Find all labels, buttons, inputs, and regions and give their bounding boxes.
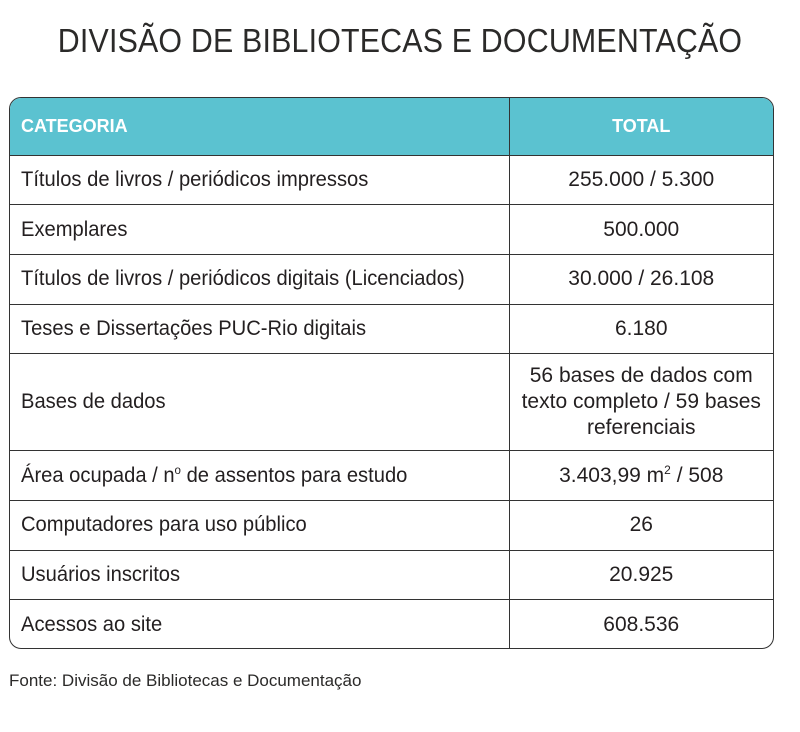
row-total: 255.000 / 5.300 <box>508 155 773 205</box>
page-title: DIVISÃO DE BIBLIOTECAS E DOCUMENTAÇÃO <box>57 22 743 59</box>
ordinal-superscript: o <box>174 462 181 477</box>
column-header-category: CATEGORIA <box>10 98 509 156</box>
table-row: Exemplares 500.000 <box>10 204 773 255</box>
row-category: Teses e Dissertações PUC-Rio digitais <box>10 303 509 354</box>
category-text-part: Área ocupada / n <box>21 463 175 487</box>
unit-superscript: 2 <box>664 462 671 477</box>
row-category: Bases de dados <box>10 353 509 451</box>
row-total: 3.403,99 m2 / 508 <box>508 450 773 501</box>
row-category: Títulos de livros / periódicos digitais … <box>10 253 509 305</box>
row-total: 6.180 <box>508 303 773 354</box>
category-text-part: de assentos para estudo <box>180 463 408 487</box>
row-category: Acessos ao site <box>10 599 509 648</box>
row-total: 608.536 <box>508 599 773 648</box>
source-note: Fonte: Divisão de Bibliotecas e Document… <box>9 671 362 690</box>
row-category-text: Exemplares <box>21 217 128 241</box>
row-category-text: Teses e Dissertações PUC-Rio digitais <box>21 316 367 340</box>
column-header-total: TOTAL <box>508 98 773 156</box>
row-category: Computadores para uso público <box>10 499 509 551</box>
table-row: Bases de dados 56 bases de dados com tex… <box>10 353 773 451</box>
row-total: 26 <box>508 499 773 551</box>
table-row: Área ocupada / no de assentos para estud… <box>10 450 773 501</box>
row-category-text: Bases de dados <box>21 390 166 414</box>
row-category-text: Títulos de livros / periódicos impressos <box>21 167 369 191</box>
table-row: Títulos de livros / periódicos digitais … <box>10 253 773 305</box>
row-category: Títulos de livros / periódicos impressos <box>10 155 509 205</box>
table-header-row: CATEGORIA TOTAL <box>10 98 773 156</box>
row-total: 500.000 <box>508 204 773 255</box>
table-row: Títulos de livros / periódicos impressos… <box>10 155 773 205</box>
row-category: Área ocupada / no de assentos para estud… <box>10 450 509 501</box>
row-category: Exemplares <box>10 204 509 255</box>
row-category-text: Usuários inscritos <box>21 562 181 586</box>
row-category-text: Área ocupada / no de assentos para estud… <box>21 464 407 488</box>
table-row: Teses e Dissertações PUC-Rio digitais 6.… <box>10 303 773 354</box>
data-table: CATEGORIA TOTAL Títulos de livros / peri… <box>9 97 774 649</box>
table-row: Usuários inscritos 20.925 <box>10 549 773 600</box>
row-total: 30.000 / 26.108 <box>508 253 773 305</box>
row-category: Usuários inscritos <box>10 549 509 600</box>
table-row: Computadores para uso público 26 <box>10 499 773 551</box>
row-category-text: Títulos de livros / periódicos digitais … <box>21 267 465 291</box>
row-total: 20.925 <box>508 549 773 600</box>
total-text-part: / 508 <box>670 463 724 487</box>
row-category-text: Computadores para uso público <box>21 513 307 537</box>
row-total: 56 bases de dados com texto completo / 5… <box>508 353 773 451</box>
table-row: Acessos ao site 608.536 <box>10 599 773 648</box>
total-text-part: 3.403,99 m <box>559 463 665 487</box>
row-category-text: Acessos ao site <box>21 612 163 636</box>
